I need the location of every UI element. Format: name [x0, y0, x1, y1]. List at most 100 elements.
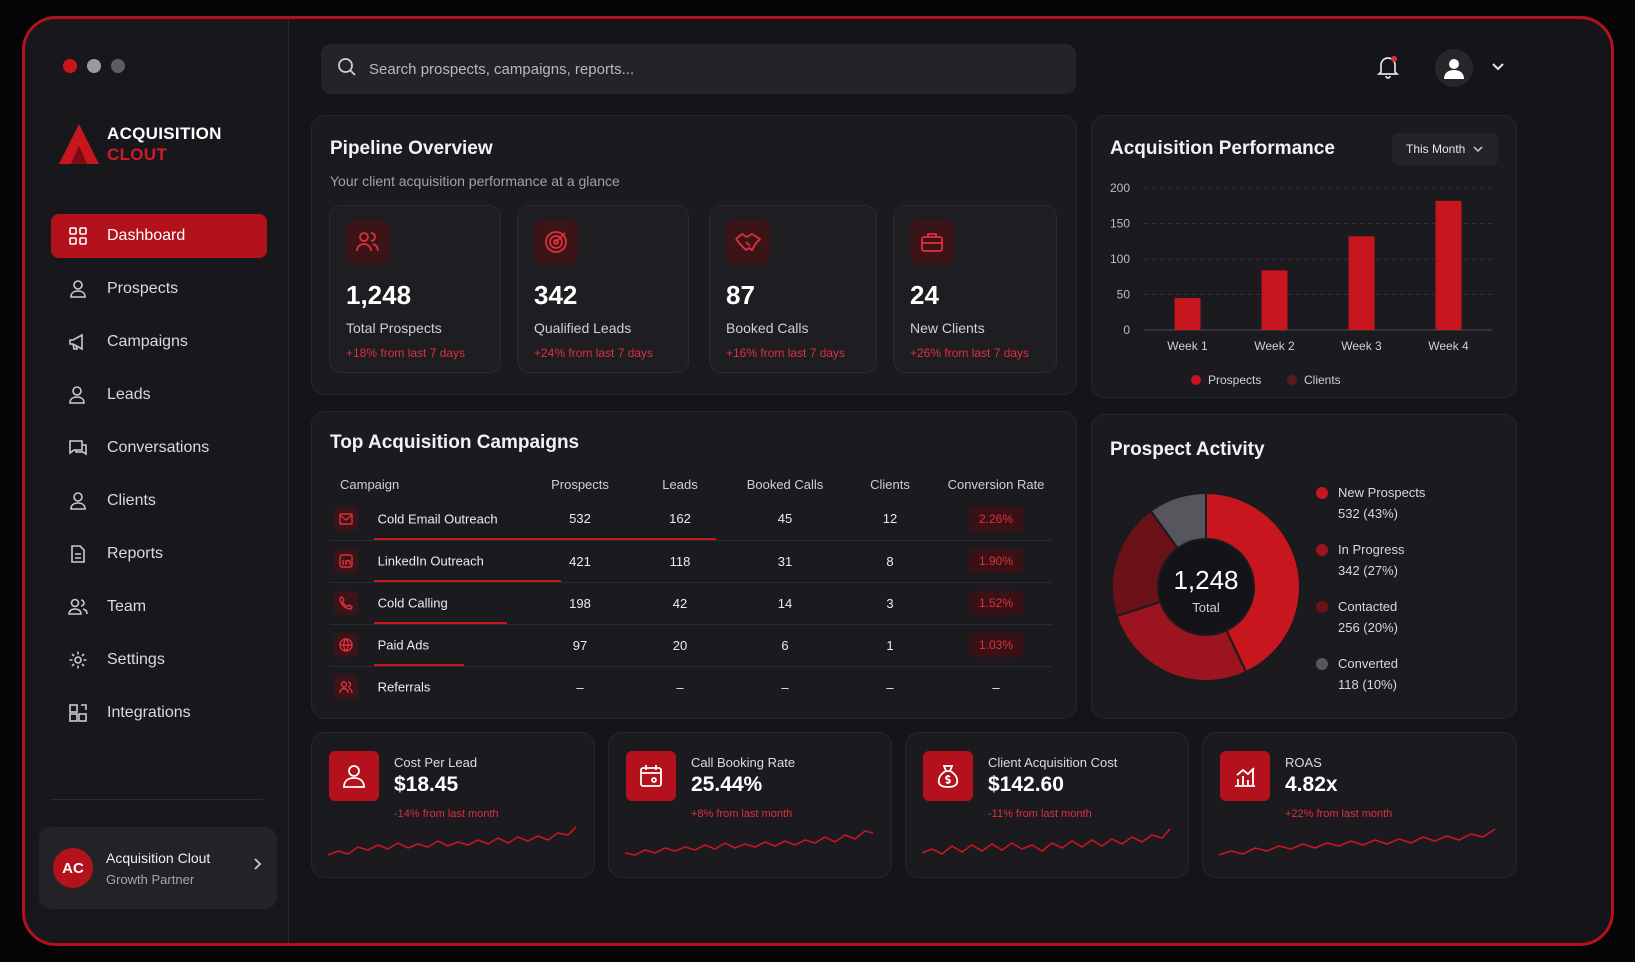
column-header[interactable]: Campaign: [340, 476, 400, 492]
sidebar-item-settings[interactable]: Settings: [51, 638, 267, 682]
sidebar-item-conversations[interactable]: Conversations: [51, 426, 267, 470]
search-bar[interactable]: [321, 44, 1076, 94]
table-row[interactable]: Cold Email Outreach 532 162 45 12 2.26%: [330, 498, 1052, 541]
donut-total: 1,248 Total: [1106, 565, 1306, 615]
table-row[interactable]: Cold Calling 198 42 14 3 1.52%: [330, 582, 1052, 625]
column-header[interactable]: Booked Calls: [746, 476, 824, 492]
legend-value: 118 (10%): [1338, 677, 1398, 692]
clients-cell: 12: [840, 498, 940, 541]
period-dropdown[interactable]: This Month: [1392, 133, 1498, 165]
x-tick-label: Week 1: [1167, 339, 1208, 353]
users-icon: [334, 675, 358, 700]
sidebar-item-campaigns[interactable]: Campaigns: [51, 320, 267, 364]
stat-new-clients[interactable]: 24 New Clients +26% from last 7 days: [893, 205, 1057, 373]
chevron-right-icon[interactable]: [253, 857, 263, 876]
clients-cell: –: [886, 679, 894, 695]
sidebar-item-leads[interactable]: Leads: [51, 373, 267, 417]
kpi-client-acquisition-cost[interactable]: Client Acquisition Cost $142.60 -11% fro…: [905, 732, 1189, 878]
notification-bell-icon[interactable]: [1375, 54, 1403, 82]
clients-cell: 3: [840, 582, 940, 625]
pipeline-overview-card: Pipeline Overview Your client acquisitio…: [311, 115, 1077, 395]
kpi-change: +22% from last month: [1285, 808, 1393, 820]
conversion-rate-badge: 2.26%: [968, 506, 1024, 531]
profile-role: Growth Partner: [106, 871, 195, 887]
sidebar-item-clients[interactable]: Clients: [51, 479, 267, 523]
leads-cell: –: [676, 679, 684, 695]
user-icon: [67, 490, 89, 512]
sidebar-item-integrations[interactable]: Integrations: [51, 691, 267, 735]
clients-cell: 8: [840, 540, 940, 583]
stat-qualified-leads[interactable]: 342 Qualified Leads +24% from last 7 day…: [517, 205, 689, 373]
sidebar-item-label: Reports: [107, 545, 164, 562]
megaphone-icon: [67, 331, 89, 353]
search-input[interactable]: [369, 60, 969, 78]
table-row[interactable]: LinkedIn Outreach 421 118 31 8 1.90%: [330, 540, 1052, 583]
chevron-down-icon[interactable]: [1491, 59, 1505, 77]
sidebar-item-label: Clients: [107, 492, 156, 509]
chevron-down-icon: [1473, 145, 1483, 152]
brand-logo[interactable]: ACQUISITION CLOUT: [59, 123, 222, 165]
table-row[interactable]: Referrals – – – – –: [330, 666, 1052, 708]
globe-icon: [334, 633, 358, 657]
profile-card[interactable]: AC Acquisition Clout Growth Partner: [39, 827, 277, 909]
table-header-row: Campaign Prospects Leads Booked Calls Cl…: [330, 470, 1052, 498]
kpi-value: $142.60: [988, 773, 1064, 796]
stat-value: 1,248: [346, 280, 412, 310]
campaign-name: Cold Email Outreach: [377, 511, 498, 527]
stat-booked-calls[interactable]: 87 Booked Calls +16% from last 7 days: [709, 205, 877, 373]
user-avatar[interactable]: [1435, 49, 1473, 87]
bar: [1174, 298, 1201, 330]
legend-in-progress[interactable]: In Progress 342 (27%): [1316, 542, 1404, 578]
donut-total-label: Total: [1192, 600, 1220, 615]
prospects-cell: 421: [530, 540, 630, 583]
maximize-dot[interactable]: [111, 59, 125, 73]
column-header[interactable]: Clients: [870, 476, 910, 492]
sidebar-item-label: Prospects: [107, 280, 179, 297]
avatar: AC: [53, 848, 93, 888]
column-header[interactable]: Conversion Rate: [947, 476, 1045, 492]
legend-label: Converted: [1338, 656, 1398, 671]
stat-value: 24: [910, 280, 939, 310]
stat-total-prospects[interactable]: 1,248 Total Prospects +18% from last 7 d…: [329, 205, 501, 373]
booked-calls-cell: 6: [730, 624, 840, 667]
prospects-cell: 97: [530, 624, 630, 667]
legend-label: Contacted: [1338, 599, 1398, 614]
kpi-roas[interactable]: ROAS 4.82x +22% from last month: [1202, 732, 1517, 878]
kpi-label: Client Acquisition Cost: [988, 755, 1118, 770]
sidebar-item-prospects[interactable]: Prospects: [51, 267, 267, 311]
minimize-dot[interactable]: [87, 59, 101, 73]
legend-converted[interactable]: Converted 118 (10%): [1316, 656, 1398, 692]
donut-slice: [1149, 491, 1207, 550]
x-tick-label: Week 2: [1254, 339, 1295, 353]
kpi-call-booking-rate[interactable]: Call Booking Rate 25.44% +8% from last m…: [608, 732, 892, 878]
legend-new-prospects[interactable]: New Prospects 532 (43%): [1316, 485, 1425, 521]
sidebar-item-team[interactable]: Team: [51, 585, 267, 629]
chat-icon: [67, 437, 89, 459]
column-header[interactable]: Prospects: [551, 476, 609, 492]
table-row[interactable]: Paid Ads 97 20 6 1 1.03%: [330, 624, 1052, 667]
legend-value: 342 (27%): [1338, 563, 1398, 578]
close-dot[interactable]: [63, 59, 77, 73]
stat-change: +26% from last 7 days: [910, 346, 1030, 360]
sidebar-item-label: Dashboard: [107, 227, 186, 244]
sidebar-item-label: Settings: [107, 651, 165, 668]
booked-calls-cell: –: [781, 679, 789, 695]
kpi-value: $18.45: [394, 773, 459, 796]
column-header[interactable]: Leads: [662, 476, 698, 492]
kpi-label: Call Booking Rate: [691, 755, 796, 770]
campaign-name-cell: LinkedIn Outreach: [330, 540, 562, 583]
money-bag-icon: [923, 751, 973, 801]
phone-icon: [334, 591, 358, 615]
bar: [1348, 236, 1375, 330]
prospects-cell: –: [576, 679, 584, 695]
legend-label: Clients: [1304, 373, 1341, 387]
sidebar-item-dashboard[interactable]: Dashboard: [51, 214, 267, 258]
kpi-label: ROAS: [1285, 755, 1322, 770]
pipeline-subtitle: Your client acquisition performance at a…: [330, 173, 620, 189]
sidebar-item-reports[interactable]: Reports: [51, 532, 267, 576]
legend-contacted[interactable]: Contacted 256 (20%): [1316, 599, 1398, 635]
stat-label: Booked Calls: [726, 320, 809, 336]
kpi-cost-per-lead[interactable]: Cost Per Lead $18.45 -14% from last mont…: [311, 732, 595, 878]
bar-chart-icon: [1220, 751, 1270, 801]
booked-calls-cell: 45: [730, 498, 840, 541]
